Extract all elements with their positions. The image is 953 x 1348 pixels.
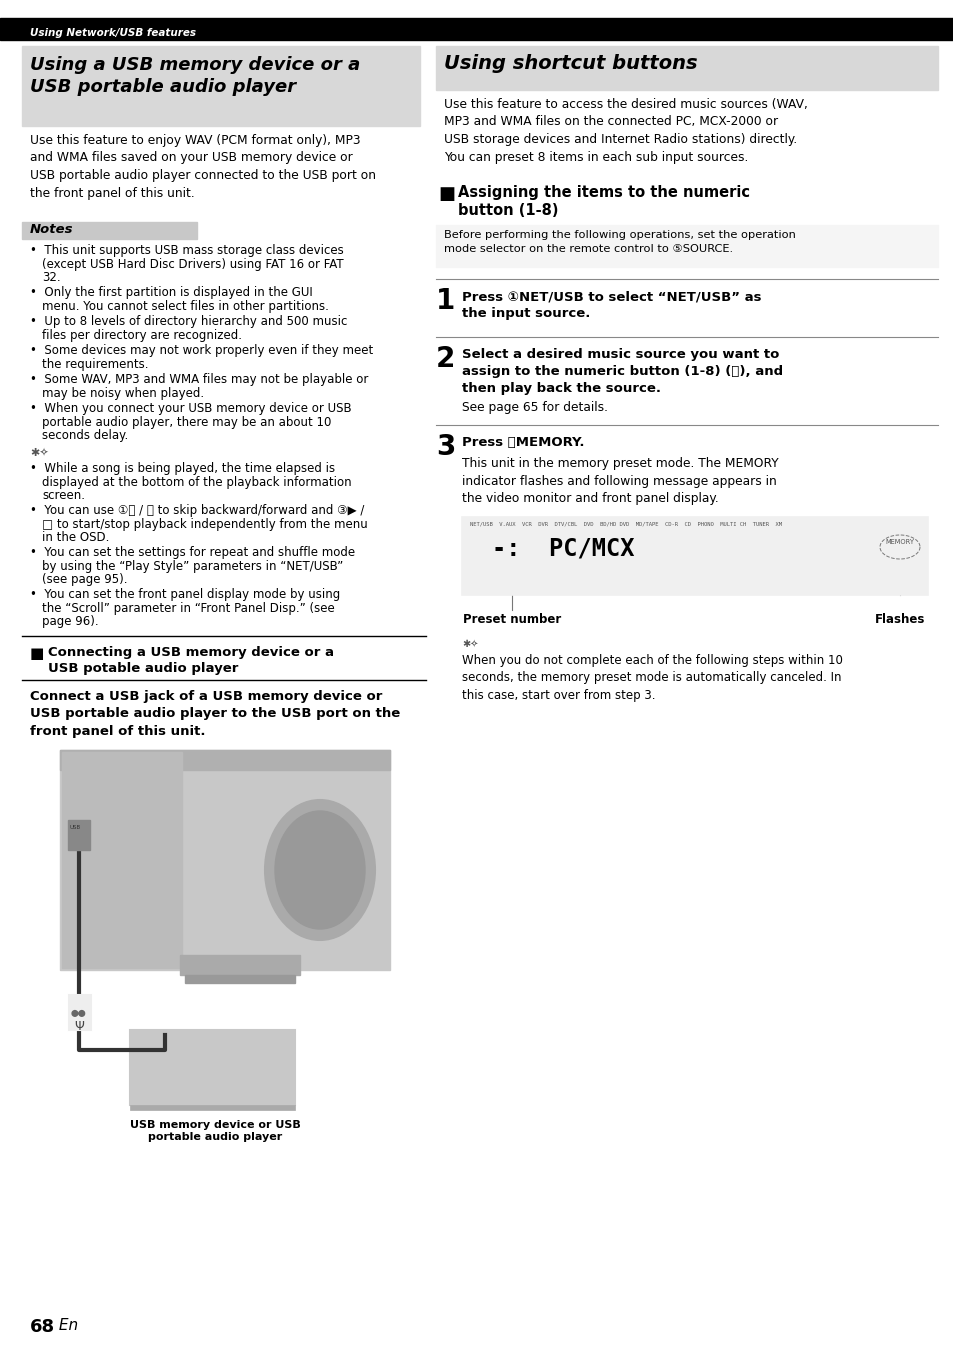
Text: Select a desired music source you want to: Select a desired music source you want t… [461,348,779,361]
Text: page 96).: page 96). [42,615,98,628]
Text: assign to the numeric button (1-8) (Ⓠ), and: assign to the numeric button (1-8) (Ⓠ), … [461,365,782,377]
Text: MEMORY: MEMORY [884,539,914,545]
Text: Flashes: Flashes [874,613,924,625]
Bar [185,975,294,983]
Text: •  You can use ①⏪ / ⏩ to skip backward/forward and ③▶ /: • You can use ①⏪ / ⏩ to skip backward/fo… [30,504,364,518]
Text: Using shortcut buttons: Using shortcut buttons [443,54,697,73]
Text: En: En [54,1318,78,1333]
Text: Use this feature to access the desired music sources (WAV,
MP3 and WMA files on : Use this feature to access the desired m… [443,98,807,163]
Bar [22,222,196,239]
Text: □ to start/stop playback independently from the menu: □ to start/stop playback independently f… [42,518,367,531]
Text: Press ①NET/USB to select “NET/USB” as: Press ①NET/USB to select “NET/USB” as [461,290,760,303]
Text: 1: 1 [436,287,455,315]
Text: the “Scroll” parameter in “Front Panel Disp.” (see: the “Scroll” parameter in “Front Panel D… [42,603,335,615]
Text: 32.: 32. [42,271,61,284]
Text: ✱✧: ✱✧ [461,640,477,650]
Text: Ψ: Ψ [74,1020,84,1033]
Text: seconds delay.: seconds delay. [42,429,128,442]
Text: Using a USB memory device or a
USB portable audio player: Using a USB memory device or a USB porta… [30,57,360,96]
Text: button (1-8): button (1-8) [457,204,558,218]
Text: -:  PC/MCX: -: PC/MCX [492,537,634,561]
Text: NET/USB  V.AUX  VCR  DVR  DTV/CBL  DVD  BD/HD DVD  MD/TAPE  CD-R  CD  PHONO  MUL: NET/USB V.AUX VCR DVR DTV/CBL DVD BD/HD … [470,522,781,527]
Bar [130,1030,294,1105]
Text: 68: 68 [30,1318,55,1336]
Text: Press ⓄMEMORY.: Press ⓄMEMORY. [461,435,584,449]
Text: ■: ■ [30,646,45,661]
Text: Connecting a USB memory device or a: Connecting a USB memory device or a [48,646,334,659]
Text: mode selector on the remote control to ⑤SOURCE.: mode selector on the remote control to ⑤… [443,244,732,253]
Text: USB potable audio player: USB potable audio player [48,662,238,675]
Text: 3: 3 [436,433,455,461]
Text: See page 65 for details.: See page 65 for details. [461,400,607,414]
Text: This unit in the memory preset mode. The MEMORY
indicator flashes and following : This unit in the memory preset mode. The… [461,457,778,506]
Text: may be noisy when played.: may be noisy when played. [42,387,204,400]
Text: •  Up to 8 levels of directory hierarchy and 500 music: • Up to 8 levels of directory hierarchy … [30,315,347,328]
Text: Before performing the following operations, set the operation: Before performing the following operatio… [443,231,795,240]
Text: •  Only the first partition is displayed in the GUI: • Only the first partition is displayed … [30,286,313,299]
Text: the input source.: the input source. [461,307,590,319]
Text: USB memory device or USB
portable audio player: USB memory device or USB portable audio … [130,1120,300,1142]
Text: screen.: screen. [42,489,85,501]
Bar [22,46,419,125]
Text: ✱✧: ✱✧ [30,448,49,458]
Text: When you do not complete each of the following steps within 10
seconds, the memo: When you do not complete each of the fol… [461,654,842,702]
Text: Connect a USB jack of a USB memory device or
USB portable audio player to the US: Connect a USB jack of a USB memory devic… [30,690,400,737]
Text: portable audio player, there may be an about 10: portable audio player, there may be an a… [42,417,331,429]
Text: (see page 95).: (see page 95). [42,573,128,586]
Text: •  This unit supports USB mass storage class devices: • This unit supports USB mass storage cl… [30,244,343,257]
Text: Use this feature to enjoy WAV (PCM format only), MP3
and WMA files saved on your: Use this feature to enjoy WAV (PCM forma… [30,133,375,200]
Bar [180,954,299,975]
Text: •  While a song is being played, the time elapsed is: • While a song is being played, the time… [30,462,335,474]
Text: (except USB Hard Disc Drivers) using FAT 16 or FAT: (except USB Hard Disc Drivers) using FAT… [42,257,343,271]
Ellipse shape [274,811,365,929]
Bar [461,518,927,594]
Text: in the OSD.: in the OSD. [42,531,110,545]
Text: ■: ■ [437,185,455,204]
Text: by using the “Play Style” parameters in “NET/USB”: by using the “Play Style” parameters in … [42,559,343,573]
Text: •  You can set the front panel display mode by using: • You can set the front panel display mo… [30,588,340,601]
Text: Assigning the items to the numeric: Assigning the items to the numeric [457,185,749,200]
Bar [130,1105,294,1109]
Text: USB: USB [70,825,81,830]
Text: displayed at the bottom of the playback information: displayed at the bottom of the playback … [42,476,352,489]
Ellipse shape [265,799,375,940]
Text: Notes: Notes [30,222,73,236]
Text: Preset number: Preset number [462,613,560,625]
Text: •  Some devices may not work properly even if they meet: • Some devices may not work properly eve… [30,344,373,357]
Bar [69,995,91,1030]
Bar [0,18,953,40]
Text: the requirements.: the requirements. [42,359,149,371]
Text: •  Some WAV, MP3 and WMA files may not be playable or: • Some WAV, MP3 and WMA files may not be… [30,373,368,386]
Text: Using Network/USB features: Using Network/USB features [30,28,195,38]
Bar [68,820,90,851]
Text: 2: 2 [436,345,455,373]
Text: ⬤⬤: ⬤⬤ [71,1010,87,1018]
Text: files per directory are recognized.: files per directory are recognized. [42,329,242,342]
Bar [62,752,182,968]
Text: then play back the source.: then play back the source. [461,381,660,395]
Bar [60,749,390,770]
Bar [436,46,937,90]
Bar [436,225,937,267]
Text: menu. You cannot select files in other partitions.: menu. You cannot select files in other p… [42,301,329,313]
Text: •  You can set the settings for repeat and shuffle mode: • You can set the settings for repeat an… [30,546,355,559]
Bar [60,749,390,971]
Text: •  When you connect your USB memory device or USB: • When you connect your USB memory devic… [30,402,352,415]
